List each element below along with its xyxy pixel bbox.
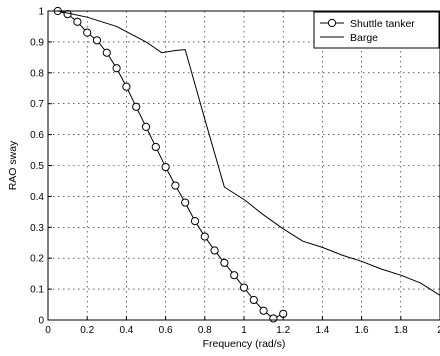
x-tick-label: 1.4 (315, 325, 329, 336)
data-point-shuttle-tanker (102, 48, 111, 57)
grid (48, 11, 440, 320)
series-line-barge (57, 10, 440, 296)
data-point-shuttle-tanker (92, 36, 102, 45)
x-tick-label: 1.8 (394, 325, 408, 336)
legend-item-barge: Barge (320, 32, 378, 44)
data-point-shuttle-tanker (141, 122, 151, 131)
x-tick-label: 0.4 (119, 325, 133, 336)
y-tick-label: 0.3 (30, 223, 44, 234)
data-point-shuttle-tanker (112, 64, 121, 73)
plot-series (53, 6, 440, 323)
data-point-shuttle-tanker (239, 283, 249, 292)
data-point-shuttle-tanker (151, 142, 160, 152)
x-tick-label: 0.8 (198, 325, 212, 336)
legend-item-shuttle-tanker: Shuttle tanker (320, 18, 415, 30)
y-axis-label: RAO sway (7, 140, 19, 190)
legend-label-shuttle-tanker: Shuttle tanker (350, 18, 415, 30)
x-tick-label: 1.2 (276, 325, 290, 336)
data-point-shuttle-tanker (132, 102, 141, 111)
y-tick-label: 0 (38, 316, 44, 327)
x-axis-label: Frequency (rad/s) (203, 338, 286, 350)
legend-marker-shuttle-tanker (327, 18, 337, 28)
x-tick-label: 0.6 (159, 325, 173, 336)
y-tick-label: 0.5 (30, 161, 44, 172)
data-point-shuttle-tanker (171, 181, 180, 190)
axis-ticks: 0 0.2 0.4 0.6 0.8 1 1.2 1.4 1.6 1.8 2 0 0.1 0.2 0.3 0.4… (30, 7, 440, 336)
y-tick-label: 0.1 (30, 285, 44, 296)
y-tick-label: 0.6 (30, 130, 44, 141)
data-point-shuttle-tanker (230, 271, 239, 280)
data-point-shuttle-tanker (269, 314, 278, 323)
x-tick-label: 0.2 (80, 325, 94, 336)
y-tick-label: 0.9 (30, 37, 44, 48)
y-tick-label: 1 (38, 7, 44, 18)
data-point-shuttle-tanker (190, 217, 200, 226)
data-point-shuttle-tanker (200, 232, 209, 241)
data-point-shuttle-tanker (249, 295, 258, 305)
x-tick-label: 1 (241, 325, 247, 336)
x-tick-label: 2 (437, 325, 440, 336)
data-point-shuttle-tanker (83, 28, 92, 37)
series-shuttle-tanker (53, 6, 288, 323)
data-point-shuttle-tanker (220, 258, 229, 267)
x-tick-label: 0 (45, 325, 51, 336)
legend-label-barge: Barge (350, 32, 378, 44)
y-tick-label: 0.4 (30, 192, 44, 203)
y-tick-label: 0.8 (30, 68, 44, 79)
y-tick-label: 0.2 (30, 254, 44, 265)
y-tick-label: 0.7 (30, 99, 44, 110)
data-point-shuttle-tanker (259, 306, 268, 315)
series-barge (57, 10, 440, 296)
legend-box (313, 11, 440, 49)
data-point-shuttle-tanker (161, 162, 170, 172)
data-point-shuttle-tanker (122, 82, 131, 91)
data-point-shuttle-tanker (181, 198, 190, 207)
legend: Shuttle tanker Barge (313, 11, 440, 49)
x-tick-label: 1.6 (355, 325, 369, 336)
data-point-shuttle-tanker (73, 17, 82, 26)
data-point-shuttle-tanker (210, 246, 219, 255)
